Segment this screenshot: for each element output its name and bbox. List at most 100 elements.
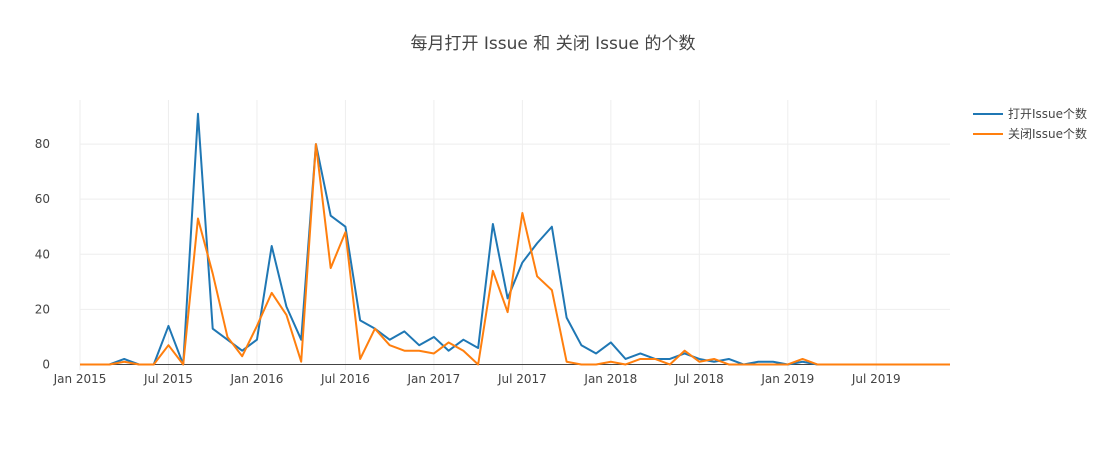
legend-item[interactable]: 关闭Issue个数 <box>973 126 1087 141</box>
data-point[interactable] <box>608 359 614 365</box>
data-point[interactable] <box>372 326 378 332</box>
data-point[interactable] <box>446 339 452 345</box>
y-tick-label: 60 <box>35 192 50 206</box>
data-point[interactable] <box>770 361 776 367</box>
data-point[interactable] <box>180 361 186 367</box>
data-point[interactable] <box>269 243 275 249</box>
series-line[interactable] <box>80 112 950 366</box>
data-point[interactable] <box>254 337 260 343</box>
data-point[interactable] <box>342 224 348 230</box>
data-point[interactable] <box>932 361 938 367</box>
data-point[interactable] <box>475 361 481 367</box>
data-point[interactable] <box>755 361 761 367</box>
series-line[interactable] <box>80 143 950 366</box>
data-point[interactable] <box>903 361 909 367</box>
data-point[interactable] <box>401 328 407 334</box>
data-point[interactable] <box>726 361 732 367</box>
x-tick-label: Jul 2015 <box>143 372 193 386</box>
data-point[interactable] <box>726 356 732 362</box>
data-point[interactable] <box>741 361 747 367</box>
data-point[interactable] <box>578 361 584 367</box>
data-point[interactable] <box>283 312 289 318</box>
data-point[interactable] <box>888 361 894 367</box>
data-point[interactable] <box>328 265 334 271</box>
series-0 <box>80 111 950 366</box>
data-point[interactable] <box>800 356 806 362</box>
data-point[interactable] <box>623 356 629 362</box>
data-point[interactable] <box>652 356 658 362</box>
data-point[interactable] <box>564 359 570 365</box>
data-point[interactable] <box>210 271 216 277</box>
data-point[interactable] <box>210 326 216 332</box>
data-point[interactable] <box>431 334 437 340</box>
data-point[interactable] <box>667 356 673 362</box>
data-point[interactable] <box>667 361 673 367</box>
data-point[interactable] <box>342 229 348 235</box>
data-point[interactable] <box>549 224 555 230</box>
data-point[interactable] <box>785 361 791 367</box>
legend-item[interactable]: 打开Issue个数 <box>973 106 1087 121</box>
data-point[interactable] <box>357 356 363 362</box>
data-point[interactable] <box>77 361 83 367</box>
data-point[interactable] <box>814 361 820 367</box>
data-point[interactable] <box>269 290 275 296</box>
data-point[interactable] <box>416 348 422 354</box>
data-point[interactable] <box>682 348 688 354</box>
data-point[interactable] <box>460 348 466 354</box>
data-point[interactable] <box>357 317 363 323</box>
data-point[interactable] <box>387 342 393 348</box>
data-point[interactable] <box>873 361 879 367</box>
x-tick-label: Jan 2018 <box>583 372 637 386</box>
data-point[interactable] <box>224 334 230 340</box>
data-point[interactable] <box>165 323 171 329</box>
data-point[interactable] <box>121 359 127 365</box>
data-point[interactable] <box>564 315 570 321</box>
data-point[interactable] <box>519 210 525 216</box>
data-point[interactable] <box>446 348 452 354</box>
data-point[interactable] <box>92 361 98 367</box>
data-point[interactable] <box>549 287 555 293</box>
data-point[interactable] <box>829 361 835 367</box>
data-point[interactable] <box>593 361 599 367</box>
data-point[interactable] <box>490 221 496 227</box>
data-point[interactable] <box>298 359 304 365</box>
data-point[interactable] <box>195 215 201 221</box>
data-point[interactable] <box>460 337 466 343</box>
data-point[interactable] <box>313 141 319 147</box>
data-point[interactable] <box>593 350 599 356</box>
x-tick-label: Jan 2017 <box>406 372 460 386</box>
data-point[interactable] <box>151 361 157 367</box>
data-point[interactable] <box>416 342 422 348</box>
data-point[interactable] <box>534 273 540 279</box>
data-point[interactable] <box>844 361 850 367</box>
data-point[interactable] <box>696 359 702 365</box>
data-point[interactable] <box>534 240 540 246</box>
data-point[interactable] <box>328 213 334 219</box>
data-point[interactable] <box>136 361 142 367</box>
data-point[interactable] <box>490 268 496 274</box>
data-point[interactable] <box>947 361 953 367</box>
data-point[interactable] <box>505 309 511 315</box>
data-point[interactable] <box>254 323 260 329</box>
data-point[interactable] <box>711 356 717 362</box>
data-point[interactable] <box>859 361 865 367</box>
data-point[interactable] <box>637 350 643 356</box>
data-point[interactable] <box>608 339 614 345</box>
data-point[interactable] <box>578 342 584 348</box>
data-point[interactable] <box>623 361 629 367</box>
data-point[interactable] <box>519 260 525 266</box>
data-point[interactable] <box>401 348 407 354</box>
data-point[interactable] <box>195 111 201 117</box>
data-point[interactable] <box>239 353 245 359</box>
y-tick-label: 40 <box>35 247 50 261</box>
data-point[interactable] <box>637 356 643 362</box>
x-tick-label: Jan 2015 <box>53 372 107 386</box>
grid-layer <box>79 100 950 370</box>
data-point[interactable] <box>431 350 437 356</box>
data-point[interactable] <box>165 342 171 348</box>
data-point[interactable] <box>106 361 112 367</box>
data-point[interactable] <box>283 304 289 310</box>
data-point[interactable] <box>918 361 924 367</box>
